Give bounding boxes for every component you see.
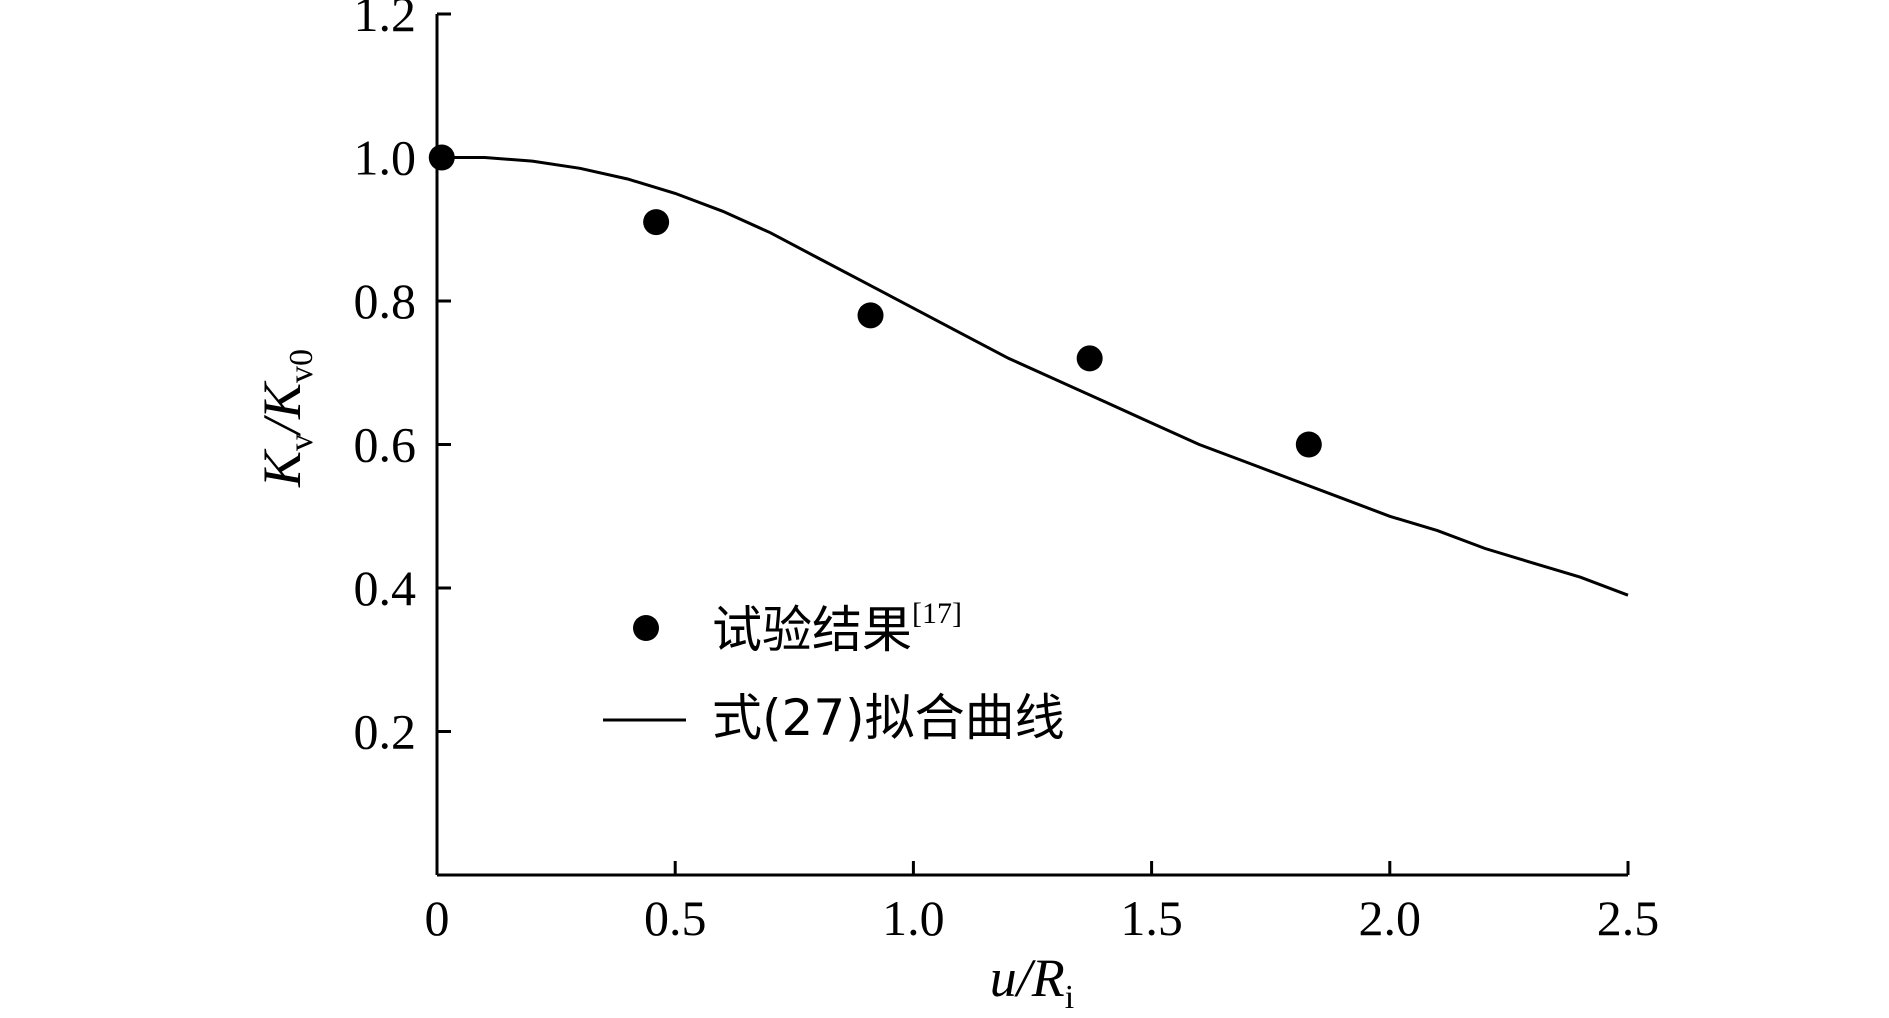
data-point xyxy=(643,209,670,236)
legend-label-line: 式(27)拟合曲线 xyxy=(712,689,1065,747)
data-point xyxy=(857,302,884,329)
y-tick-label: 1.2 xyxy=(354,0,417,42)
data-point xyxy=(1295,431,1322,458)
y-axis-title-slash: / xyxy=(252,414,312,437)
legend-marker-scatter xyxy=(633,615,659,641)
x-tick-label: 0.5 xyxy=(644,890,707,946)
x-tick-label: 1.5 xyxy=(1120,890,1183,946)
x-tick-label: 1.0 xyxy=(882,890,945,946)
plot-area xyxy=(428,144,1629,597)
x-axis-title: u/Ri xyxy=(990,948,1074,1016)
y-axis-title-s2: v0 xyxy=(283,349,320,383)
legend-label-scatter-main: 试验结果 xyxy=(712,601,912,659)
x-axis-title-sub: i xyxy=(1065,979,1074,1016)
legend: 试验结果[17] 式(27)拟合曲线 xyxy=(603,597,1065,747)
data-point xyxy=(1076,345,1103,372)
y-axis-title-k1: K xyxy=(252,448,312,488)
y-tick-label: 0.4 xyxy=(354,560,417,616)
y-tick-label: 0.6 xyxy=(354,417,417,473)
x-axis-title-main: u/R xyxy=(990,948,1065,1008)
x-tick-label: 2.5 xyxy=(1597,890,1660,946)
y-tick-label: 0.8 xyxy=(354,273,417,329)
fit-curve-line xyxy=(437,156,1629,597)
y-axis-title-s1: v xyxy=(283,434,320,451)
y-axis-title: Kv/Kv0 xyxy=(252,349,320,488)
legend-label-scatter-sup: [17] xyxy=(912,597,962,630)
x-tick-label: 2.0 xyxy=(1359,890,1422,946)
x-tick-label: 0 xyxy=(425,890,450,946)
ticks: 0 0.5 1.0 1.5 2.0 2.5 0.2 0.4 0.6 0.8 1.0 1.2 xyxy=(354,0,1660,946)
y-tick-label: 1.0 xyxy=(354,130,417,186)
y-tick-label: 0.2 xyxy=(354,704,417,760)
y-axis-title-k2: K xyxy=(252,380,312,420)
legend-label-scatter: 试验结果[17] xyxy=(712,597,962,659)
